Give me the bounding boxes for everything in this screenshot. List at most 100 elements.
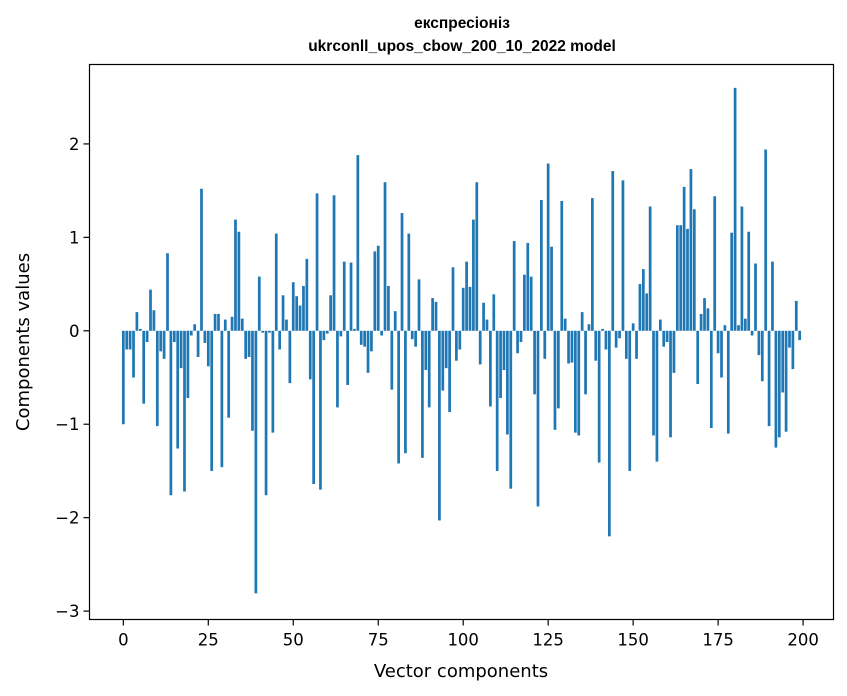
bar	[580, 312, 584, 331]
bar	[448, 330, 451, 413]
bar	[720, 330, 723, 378]
bar	[200, 188, 203, 331]
bar	[193, 324, 197, 331]
bar	[152, 310, 156, 331]
bar	[723, 325, 727, 331]
bar	[574, 330, 577, 433]
bar	[696, 330, 700, 385]
bar	[380, 330, 383, 336]
bar	[686, 228, 689, 331]
bar	[223, 319, 227, 331]
bar	[631, 323, 635, 331]
bar	[730, 232, 734, 331]
bar	[172, 330, 176, 342]
bar	[427, 330, 431, 408]
bar	[703, 298, 706, 331]
bar	[186, 330, 190, 399]
bar	[135, 312, 139, 331]
bars-group	[121, 87, 802, 594]
bar	[495, 330, 499, 471]
bar	[339, 330, 343, 337]
bar	[655, 330, 659, 462]
bar	[584, 330, 587, 395]
bar	[125, 330, 129, 350]
bar	[169, 330, 173, 496]
bar	[451, 267, 455, 331]
bar	[424, 330, 428, 371]
bar	[624, 330, 628, 359]
bar	[679, 225, 683, 331]
bar	[434, 301, 438, 331]
bar	[590, 198, 594, 331]
bar	[774, 330, 778, 448]
bar	[628, 330, 632, 471]
x-axis-label: Vector components	[374, 661, 548, 682]
bar	[604, 330, 608, 350]
bar	[675, 225, 679, 331]
bar	[587, 324, 591, 331]
bar	[760, 330, 764, 382]
bar	[597, 330, 601, 463]
bar	[706, 308, 710, 331]
bar	[733, 87, 737, 331]
y-tick-label: −3	[55, 602, 79, 621]
bar	[645, 293, 649, 331]
bar	[557, 330, 560, 409]
bar	[519, 330, 523, 342]
bar	[764, 149, 768, 331]
y-tick-label: 0	[69, 322, 80, 341]
bar	[288, 330, 292, 384]
bar	[502, 330, 506, 371]
bar	[247, 330, 251, 357]
bar	[444, 330, 448, 369]
bar	[485, 319, 489, 331]
bar	[264, 330, 268, 496]
bar	[237, 231, 241, 331]
bar	[726, 330, 730, 434]
bar	[455, 330, 458, 361]
bar	[206, 330, 210, 367]
bar	[737, 325, 740, 331]
bar	[251, 330, 254, 431]
bar	[662, 330, 666, 347]
bar	[363, 330, 366, 347]
bar	[155, 330, 159, 427]
bar	[788, 330, 791, 348]
bar	[621, 180, 625, 331]
x-tick-label: 0	[118, 631, 129, 650]
bar	[244, 330, 248, 359]
bar	[754, 263, 757, 331]
bar	[509, 330, 513, 489]
bar	[441, 330, 445, 391]
bar	[366, 330, 370, 373]
bar	[295, 296, 299, 331]
bar	[376, 245, 380, 331]
bar	[570, 330, 574, 363]
bar	[641, 269, 645, 331]
bar	[716, 330, 720, 354]
bar	[312, 330, 316, 485]
bar	[196, 330, 200, 357]
bar	[757, 330, 761, 356]
bar	[648, 206, 652, 331]
bar	[601, 328, 604, 331]
bar	[162, 330, 166, 359]
bar	[540, 199, 543, 331]
bar	[383, 182, 387, 331]
bar	[274, 233, 278, 331]
x-tick-label: 75	[368, 631, 389, 650]
x-tick-label: 175	[702, 631, 734, 650]
bar	[397, 330, 400, 464]
bar	[220, 330, 224, 468]
bar	[747, 231, 751, 331]
bar	[329, 295, 333, 331]
x-tick-label: 100	[447, 631, 479, 650]
bar	[567, 330, 570, 364]
y-tick-label: −1	[55, 415, 79, 434]
bar	[285, 319, 288, 331]
bar	[461, 287, 465, 331]
bar	[784, 330, 788, 432]
bar	[577, 330, 581, 436]
x-tick-label: 50	[283, 631, 304, 650]
